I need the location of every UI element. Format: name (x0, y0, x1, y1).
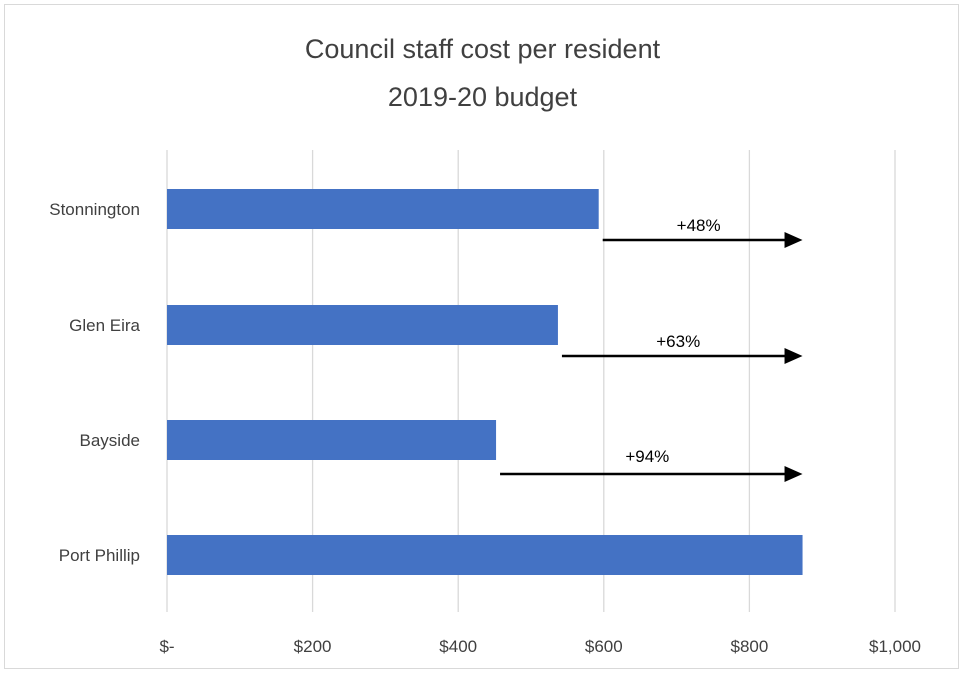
annotation-label-2: +94% (625, 447, 669, 466)
bar-2 (167, 420, 497, 460)
annotation-label-0: +48% (677, 216, 721, 235)
x-tick-label-0: $- (159, 637, 174, 656)
annotation-arrowhead-2 (784, 466, 803, 482)
bar-0 (167, 189, 599, 229)
chart-title-line-1: Council staff cost per resident (304, 34, 661, 64)
x-tick-label-3: $600 (585, 637, 623, 656)
category-label-3: Port Phillip (59, 546, 140, 565)
annotation-arrowhead-1 (784, 348, 803, 364)
x-tick-label-1: $200 (294, 637, 332, 656)
bar-3 (167, 535, 803, 575)
category-label-1: Glen Eira (69, 316, 140, 335)
x-tick-label-4: $800 (730, 637, 768, 656)
x-tick-label-5: $1,000 (869, 637, 921, 656)
annotation-arrowhead-0 (784, 232, 803, 248)
annotation-label-1: +63% (656, 332, 700, 351)
chart-title-line-2: 2019-20 budget (387, 82, 578, 112)
bar-1 (167, 305, 558, 345)
x-tick-label-2: $400 (439, 637, 477, 656)
category-label-0: Stonnington (49, 200, 140, 219)
category-label-2: Bayside (80, 431, 140, 450)
